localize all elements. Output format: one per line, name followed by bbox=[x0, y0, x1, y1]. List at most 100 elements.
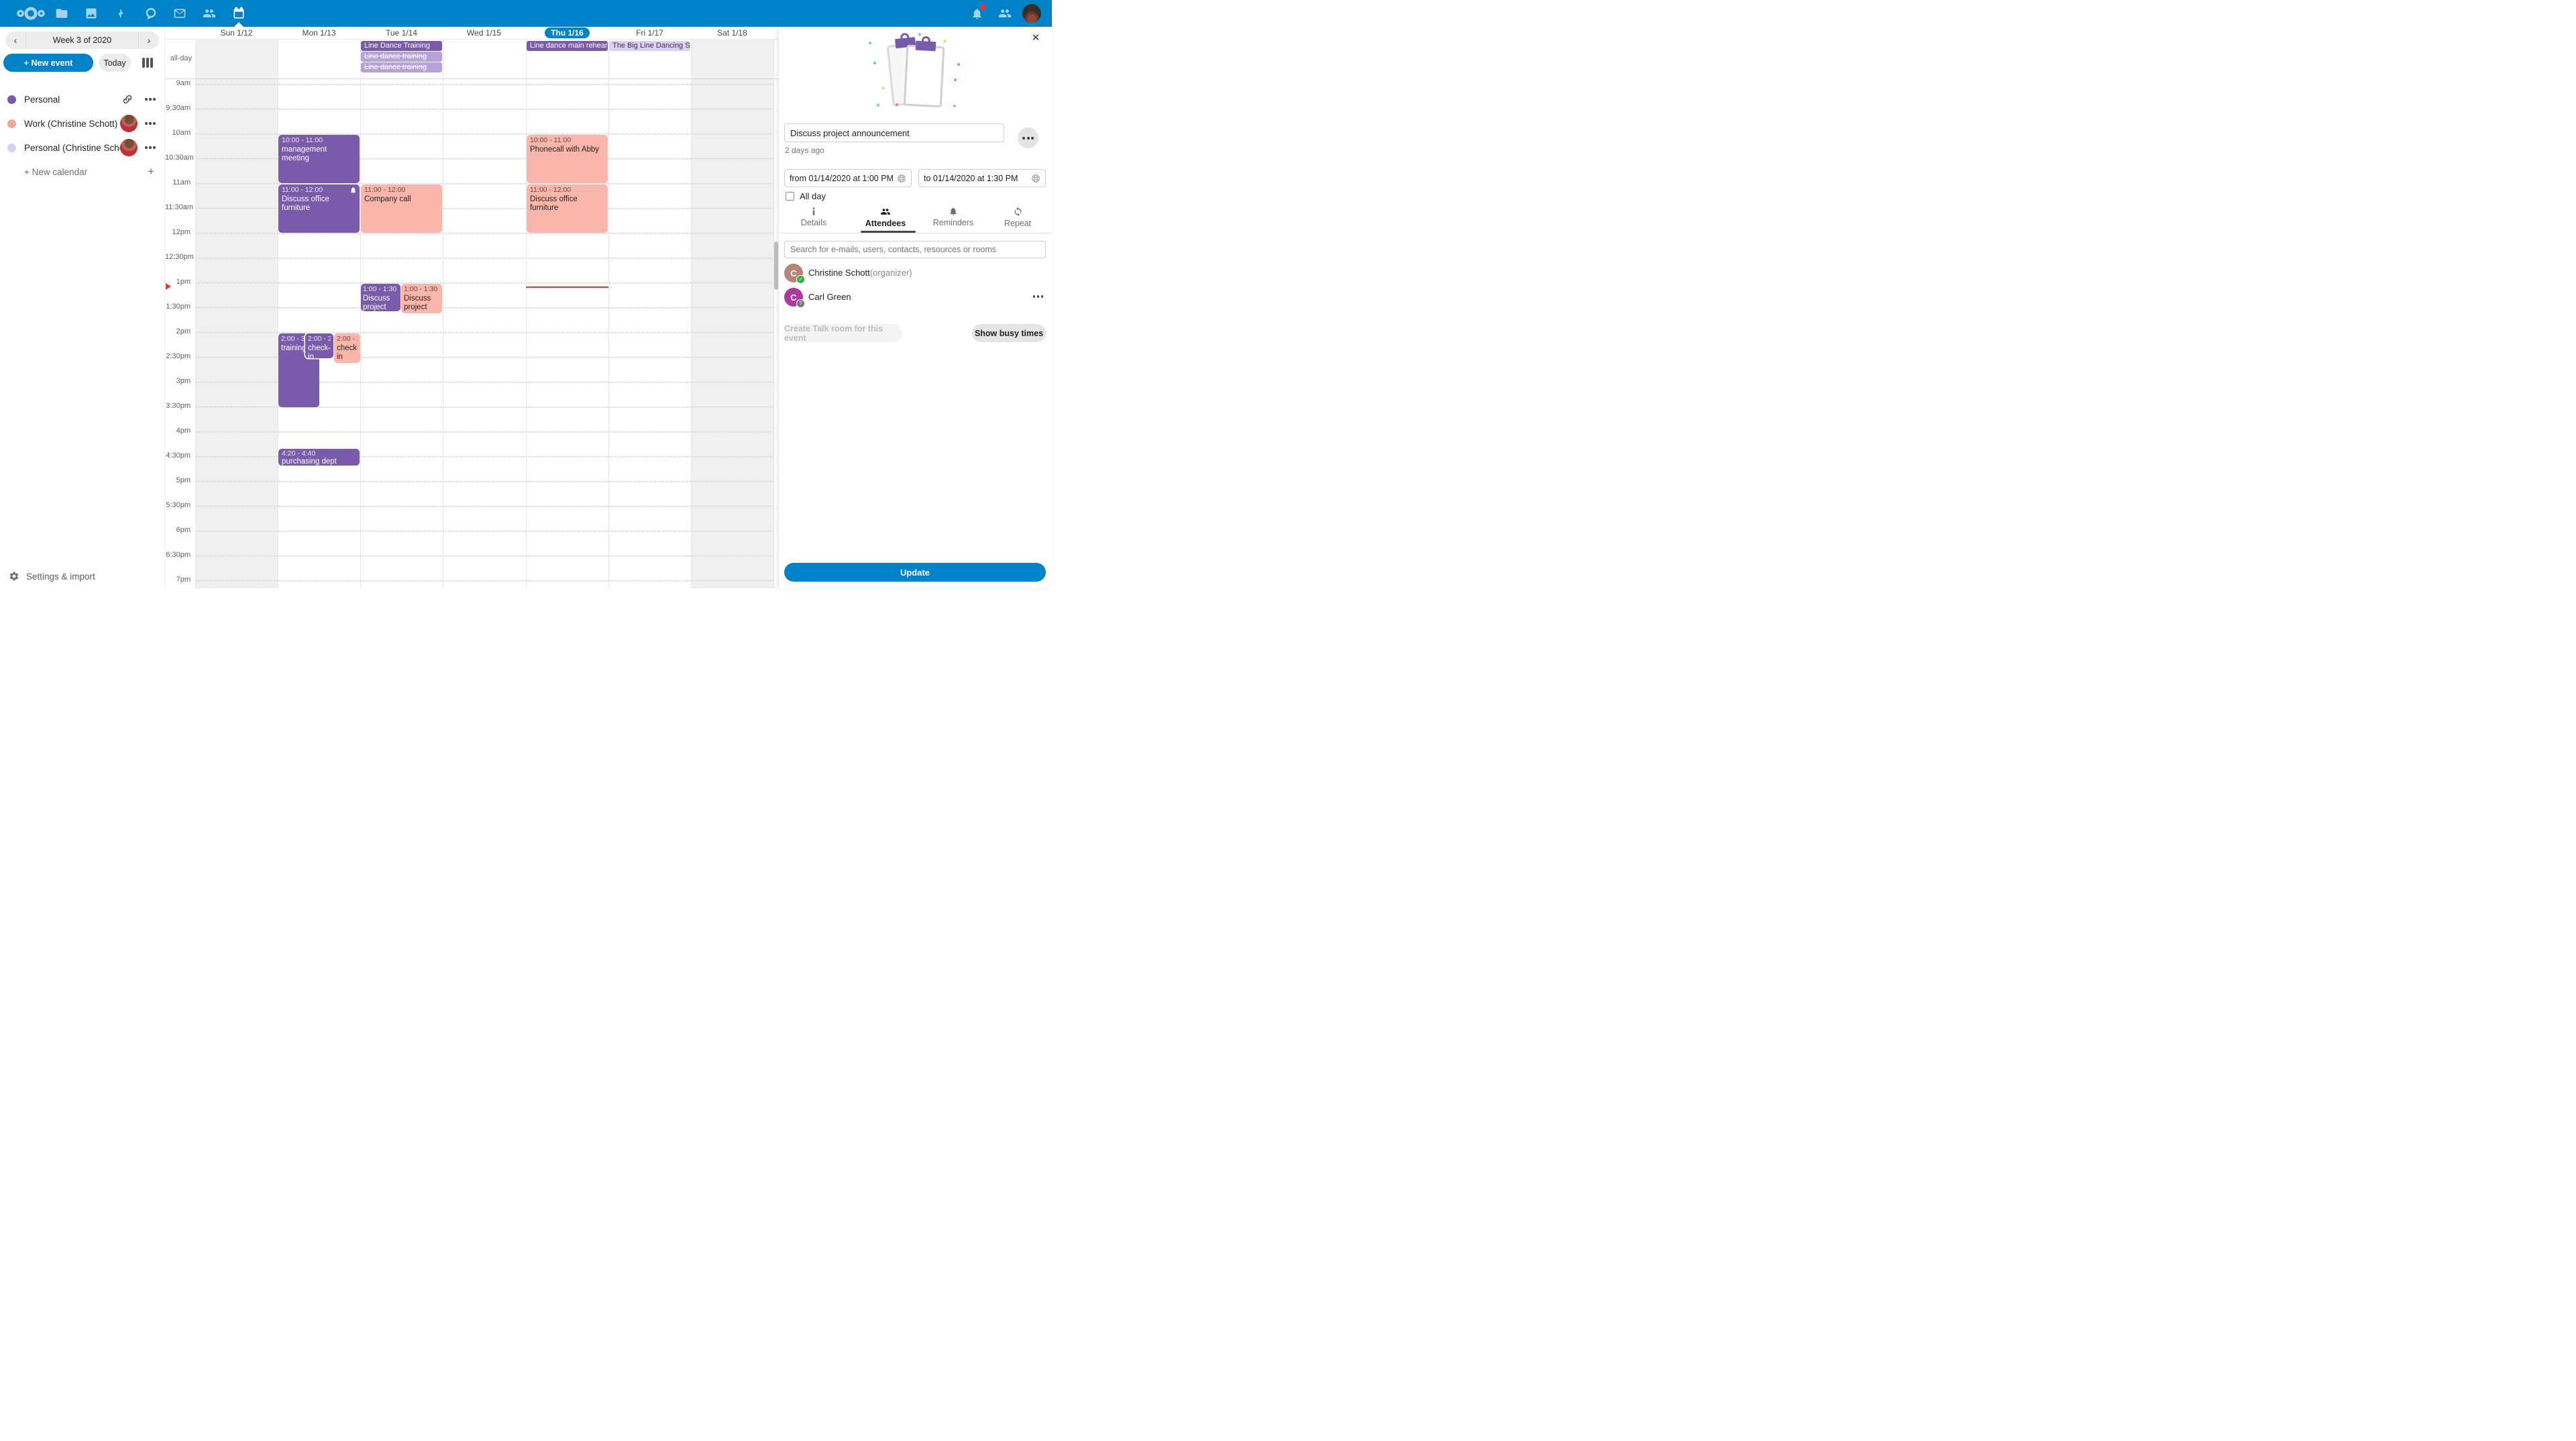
day-header-sat[interactable]: Sat 1/18 bbox=[717, 28, 747, 38]
allday-event[interactable]: Line Dance Training bbox=[361, 41, 442, 51]
day-header-fri[interactable]: Fri 1/17 bbox=[636, 28, 663, 38]
update-button[interactable]: Update bbox=[784, 563, 1046, 582]
attendees-icon bbox=[881, 209, 890, 215]
tab-repeat[interactable]: Repeat bbox=[988, 207, 1047, 232]
attendee-actions-menu[interactable] bbox=[1032, 295, 1043, 298]
event-management-meeting[interactable]: 10:00 - 11:00 management meeting bbox=[278, 135, 360, 183]
attendee-row-carl: C ? Carl Green bbox=[779, 288, 1053, 311]
event-company-call[interactable]: 11:00 - 12:00 Company call bbox=[361, 184, 442, 233]
repeat-icon bbox=[1014, 207, 1021, 217]
calendar-item-personal-christine[interactable]: Personal (Christine Scho…) bbox=[0, 136, 164, 160]
event-discuss-project-announcement[interactable]: 1:00 - 1:30 Discuss project announcement bbox=[361, 284, 400, 311]
time-label: 1pm bbox=[176, 278, 191, 286]
time-label: 9:30am bbox=[166, 104, 191, 112]
day-header-sun[interactable]: Sun 1/12 bbox=[220, 28, 253, 38]
allday-event-cancelled[interactable]: Line dance training bbox=[361, 52, 442, 62]
event-phonecall-with-abby[interactable]: 10:00 - 11:00 Phonecall with Abby bbox=[527, 135, 608, 183]
calendar-app-icon[interactable] bbox=[231, 5, 247, 21]
current-time-arrow bbox=[166, 283, 171, 290]
user-avatar[interactable] bbox=[1022, 4, 1041, 23]
event-check-in-purple[interactable]: 2:00 - 2:30 check-in bbox=[305, 333, 333, 358]
tab-reminders[interactable]: Reminders bbox=[924, 207, 983, 232]
today-button[interactable]: Today bbox=[99, 54, 131, 72]
calendar-name: Personal bbox=[24, 94, 60, 105]
close-icon[interactable]: ✕ bbox=[1031, 32, 1040, 44]
time-label: 10:30am bbox=[165, 154, 194, 162]
contacts-app-icon[interactable] bbox=[201, 5, 217, 21]
time-label: 7pm bbox=[176, 576, 191, 584]
contacts-menu-icon[interactable] bbox=[997, 5, 1013, 21]
time-label: 10am bbox=[172, 129, 191, 137]
calendar-name: Personal (Christine Scho…) bbox=[24, 142, 120, 153]
create-talk-room-button[interactable]: Create Talk room for this event bbox=[784, 324, 902, 343]
next-week-button[interactable]: › bbox=[147, 35, 151, 46]
time-label: 5:30pm bbox=[166, 501, 191, 509]
event-discuss-office-furniture-thu[interactable]: 11:00 - 12:00 Discuss office furniture bbox=[527, 184, 608, 233]
calendar-actions-menu[interactable] bbox=[143, 98, 158, 101]
reminder-bell-icon bbox=[350, 187, 356, 194]
shared-by-avatar bbox=[120, 115, 138, 132]
talk-app-icon[interactable] bbox=[143, 5, 159, 21]
calendar-color-dot bbox=[7, 95, 16, 104]
photos-app-icon[interactable] bbox=[83, 5, 99, 21]
allday-event[interactable]: Line dance main rehearsal bbox=[527, 41, 608, 51]
event-purchasing-dept[interactable]: 4:20 - 4:40 purchasing dept bbox=[278, 449, 360, 466]
week-label[interactable]: Week 3 of 2020 bbox=[25, 32, 139, 49]
calendar-item-personal[interactable]: Personal bbox=[0, 87, 164, 111]
calendar-scrollbar[interactable] bbox=[774, 242, 778, 290]
timezone-globe-icon[interactable] bbox=[1031, 174, 1040, 183]
day-header-tue[interactable]: Tue 1/14 bbox=[386, 28, 417, 38]
calendar-actions-menu[interactable] bbox=[143, 122, 158, 125]
timezone-globe-icon[interactable] bbox=[897, 174, 906, 183]
all-day-checkbox[interactable] bbox=[786, 192, 794, 201]
shared-by-avatar bbox=[120, 139, 138, 156]
top-bar bbox=[0, 0, 1052, 28]
event-check-in-salmon[interactable]: 2:00 - 2:30 check-in bbox=[334, 333, 360, 363]
active-tab-indicator bbox=[861, 231, 916, 233]
event-discuss-project[interactable]: 1:00 - 1:30 Discuss project bbox=[401, 284, 442, 313]
header-divider bbox=[165, 39, 779, 40]
time-label: 11:30am bbox=[165, 203, 193, 211]
time-label: 6:30pm bbox=[166, 551, 191, 559]
previous-week-button[interactable]: ‹ bbox=[13, 35, 17, 46]
notifications-bell-icon[interactable] bbox=[969, 4, 986, 21]
new-event-button[interactable]: + New event bbox=[3, 54, 93, 72]
gear-icon bbox=[9, 572, 19, 581]
settings-label: Settings & import bbox=[26, 571, 95, 582]
week-view-toggle-icon[interactable] bbox=[142, 58, 154, 68]
tab-attendees[interactable]: Attendees bbox=[856, 207, 915, 232]
more-actions-button[interactable] bbox=[1018, 127, 1038, 148]
calendar-color-dot bbox=[7, 119, 16, 128]
tab-details[interactable]: Details bbox=[784, 207, 843, 232]
time-label: 5pm bbox=[176, 476, 191, 484]
event-discuss-office-furniture-mon[interactable]: 11:00 - 12:00 Discuss office furniture bbox=[278, 184, 360, 233]
day-header-wed[interactable]: Wed 1/15 bbox=[466, 28, 502, 38]
mail-app-icon[interactable] bbox=[172, 5, 188, 21]
end-date-input[interactable]: to 01/14/2020 at 1:30 PM bbox=[918, 169, 1046, 187]
activity-app-icon[interactable] bbox=[113, 5, 129, 21]
day-header-thu-today[interactable]: Thu 1/16 bbox=[526, 27, 608, 39]
time-label: 4pm bbox=[176, 427, 191, 435]
allday-event[interactable]: The Big Line Dancing Show bbox=[609, 41, 690, 51]
organizer-suffix: (organizer) bbox=[869, 268, 912, 278]
info-icon bbox=[812, 207, 815, 215]
allday-event-cancelled[interactable]: Line dance training bbox=[361, 62, 442, 72]
all-day-label: All day bbox=[800, 191, 826, 201]
new-calendar-button[interactable]: + New calendar + bbox=[0, 160, 164, 183]
event-title-input[interactable] bbox=[784, 123, 1004, 142]
files-app-icon[interactable] bbox=[54, 5, 70, 21]
nextcloud-logo[interactable] bbox=[15, 5, 47, 21]
show-busy-times-button[interactable]: Show busy times bbox=[972, 324, 1046, 342]
attendee-search-input[interactable] bbox=[784, 241, 1046, 258]
calendar-actions-menu[interactable] bbox=[143, 146, 158, 149]
calendar-item-work-christine[interactable]: Work (Christine Schott) bbox=[0, 111, 164, 136]
settings-import-button[interactable]: Settings & import bbox=[0, 565, 164, 588]
day-header-mon[interactable]: Mon 1/13 bbox=[302, 28, 336, 38]
calendar-week-view: Sun 1/12 Mon 1/13 Tue 1/14 Wed 1/15 Thu … bbox=[164, 27, 779, 588]
share-link-icon[interactable] bbox=[120, 94, 135, 105]
time-label: 3pm bbox=[176, 377, 191, 385]
current-time-line bbox=[526, 286, 608, 288]
time-label: 2pm bbox=[176, 327, 191, 335]
start-date-input[interactable]: from 01/14/2020 at 1:00 PM bbox=[784, 169, 912, 187]
time-label: 4:30pm bbox=[166, 451, 191, 460]
